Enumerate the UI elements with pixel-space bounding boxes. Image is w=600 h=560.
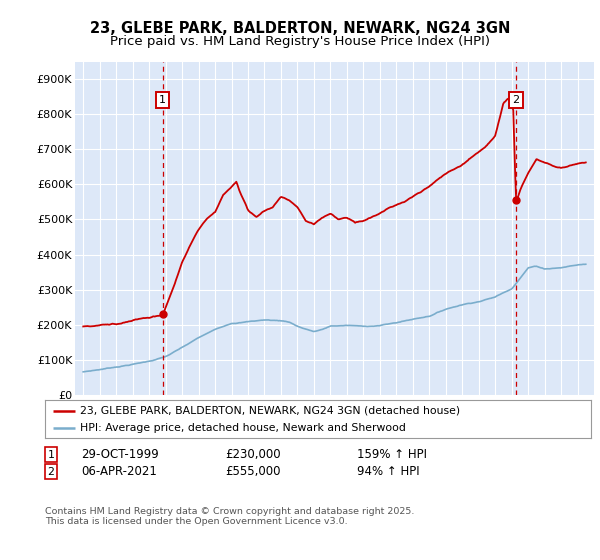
Text: £555,000: £555,000 [225, 465, 281, 478]
Text: Contains HM Land Registry data © Crown copyright and database right 2025.
This d: Contains HM Land Registry data © Crown c… [45, 507, 415, 526]
Text: 06-APR-2021: 06-APR-2021 [81, 465, 157, 478]
Text: HPI: Average price, detached house, Newark and Sherwood: HPI: Average price, detached house, Newa… [80, 423, 406, 433]
Text: 23, GLEBE PARK, BALDERTON, NEWARK, NG24 3GN: 23, GLEBE PARK, BALDERTON, NEWARK, NG24 … [90, 21, 510, 36]
Text: 23, GLEBE PARK, BALDERTON, NEWARK, NG24 3GN (detached house): 23, GLEBE PARK, BALDERTON, NEWARK, NG24 … [80, 405, 461, 416]
Text: 94% ↑ HPI: 94% ↑ HPI [357, 465, 419, 478]
Text: Price paid vs. HM Land Registry's House Price Index (HPI): Price paid vs. HM Land Registry's House … [110, 35, 490, 48]
Text: 2: 2 [512, 95, 520, 105]
Text: 29-OCT-1999: 29-OCT-1999 [81, 448, 159, 461]
Text: 159% ↑ HPI: 159% ↑ HPI [357, 448, 427, 461]
Text: 1: 1 [160, 95, 166, 105]
Text: £230,000: £230,000 [225, 448, 281, 461]
Text: 2: 2 [47, 466, 55, 477]
Text: 1: 1 [47, 450, 55, 460]
